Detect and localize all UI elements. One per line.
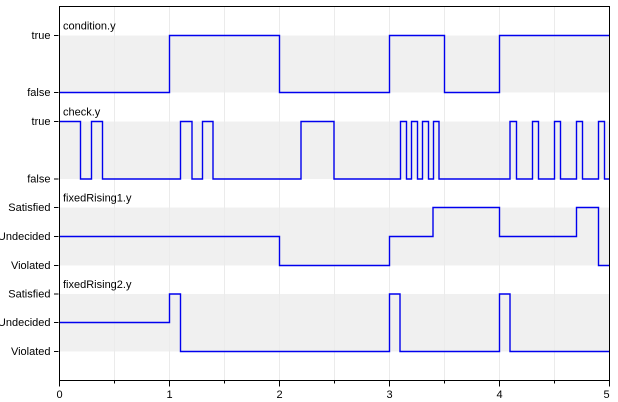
svg-text:fixedRising2.y: fixedRising2.y — [63, 279, 132, 291]
svg-text:Satisfied: Satisfied — [8, 202, 50, 214]
svg-text:condition.y: condition.y — [63, 21, 116, 33]
svg-text:Satisfied: Satisfied — [8, 289, 50, 301]
svg-text:Undecided: Undecided — [0, 317, 51, 329]
svg-text:true: true — [32, 116, 51, 128]
svg-text:fixedRising1.y: fixedRising1.y — [63, 193, 132, 205]
svg-text:2: 2 — [276, 389, 282, 401]
svg-text:Undecided: Undecided — [0, 231, 51, 243]
svg-text:3: 3 — [386, 389, 392, 401]
svg-text:0: 0 — [56, 389, 62, 401]
svg-text:false: false — [27, 174, 50, 186]
svg-text:Violated: Violated — [11, 346, 51, 358]
svg-text:Violated: Violated — [11, 260, 51, 272]
svg-text:4: 4 — [496, 389, 502, 401]
svg-text:1: 1 — [166, 389, 172, 401]
svg-text:true: true — [32, 30, 51, 42]
svg-text:false: false — [27, 87, 50, 99]
svg-text:5: 5 — [603, 389, 609, 401]
svg-text:check.y: check.y — [63, 107, 101, 119]
